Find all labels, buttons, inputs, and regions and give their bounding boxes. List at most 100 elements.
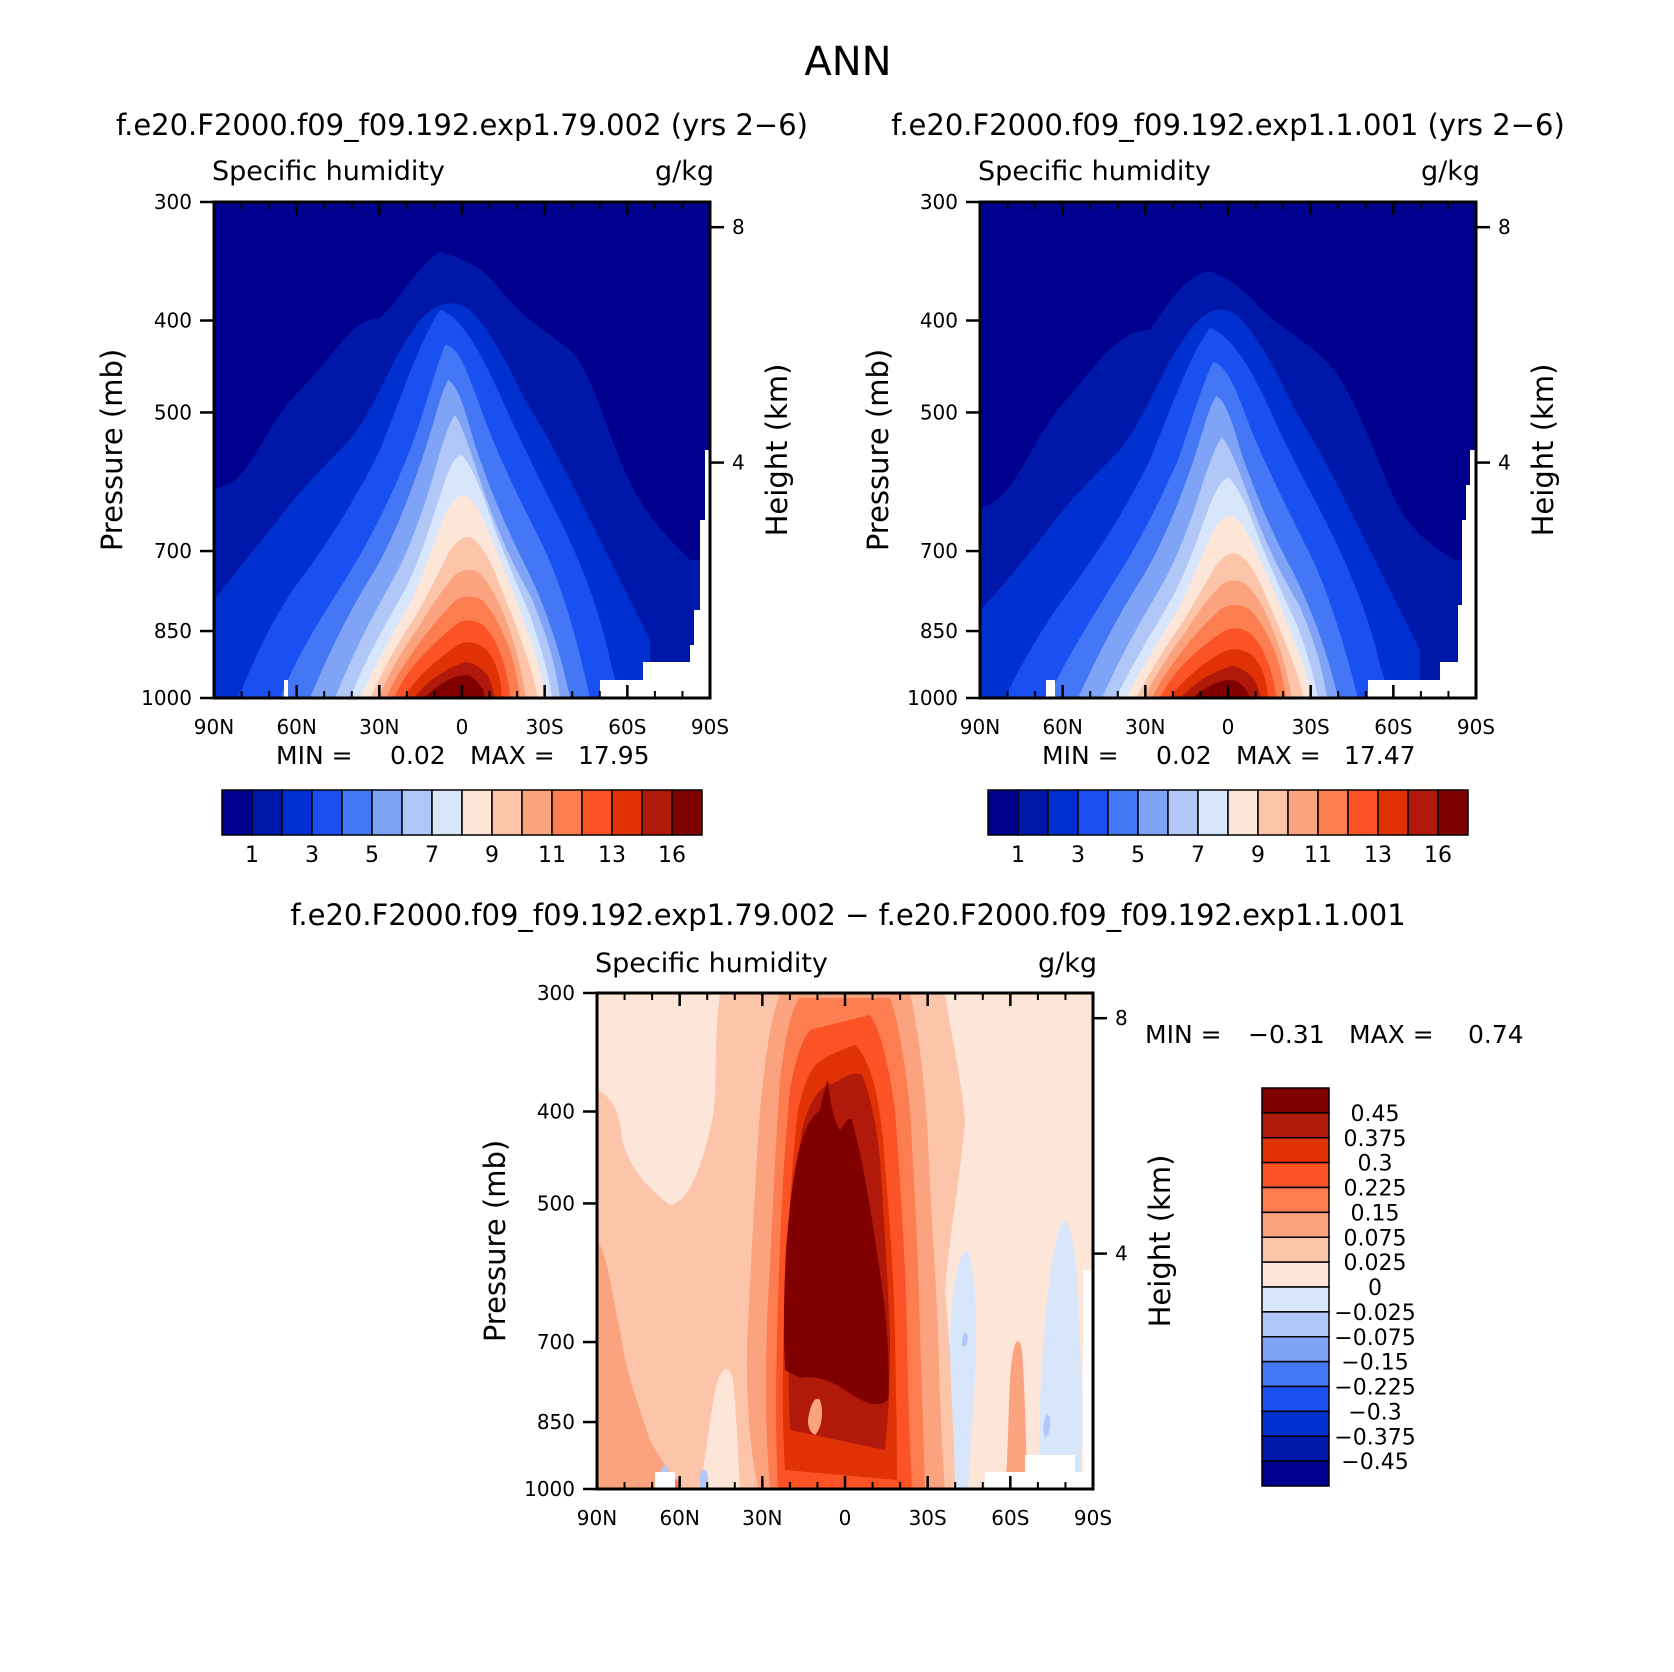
band <box>424 675 485 698</box>
colorbar-label: 7 <box>1191 843 1205 868</box>
colorbar-swatch <box>1227 789 1259 836</box>
colorbar-swatch <box>461 789 493 836</box>
colorbar-label: −0.225 <box>1334 1376 1415 1401</box>
x-tick-label: 90S <box>1074 1506 1112 1530</box>
y-tick-label: 1000 <box>141 686 192 710</box>
panel-1-min-value: 0.02 <box>390 741 446 770</box>
colorbar-label: 0.225 <box>1344 1177 1407 1202</box>
x-tick-label: 90N <box>577 1506 617 1530</box>
panel-1-variable: Specific humidity <box>212 156 445 187</box>
y-tick-label: 850 <box>537 1410 575 1434</box>
colorbar-label: 7 <box>425 843 439 868</box>
panel-2-case-title: f.e20.F2000.f09_f09.192.exp1.1.001 (yrs … <box>891 108 1565 142</box>
colorbar-label: 0 <box>1368 1276 1382 1301</box>
x-tick-label: 30N <box>1125 715 1165 739</box>
colorbar-swatch <box>1261 1236 1330 1263</box>
colorbar-swatch <box>1437 789 1469 836</box>
missing-data <box>284 450 710 698</box>
y-tick-label: 850 <box>154 619 192 643</box>
panel-3-y2label: Height (km) <box>1143 1155 1177 1328</box>
colorbar-swatch <box>221 789 253 836</box>
panel-2-y2label: Height (km) <box>1526 364 1560 537</box>
colorbar-swatch <box>641 789 673 836</box>
x-tick-label: 90N <box>194 715 234 739</box>
colorbar-swatch <box>1261 1336 1330 1363</box>
y-tick-label: 1000 <box>524 1477 575 1501</box>
y-tick-label: 400 <box>537 1100 575 1124</box>
colorbar-label: 5 <box>365 843 379 868</box>
panel-3-min-label: MIN = <box>1145 1020 1222 1049</box>
figure-title: ANN <box>804 39 891 85</box>
panel-2-min-label: MIN = <box>1042 741 1119 770</box>
colorbar-label: 16 <box>658 843 686 868</box>
colorbar-label: 13 <box>1364 843 1392 868</box>
colorbar-swatch <box>1347 789 1379 836</box>
band <box>700 1469 708 1489</box>
colorbar-swatch <box>1407 789 1439 836</box>
panel-1: f.e20.F2000.f09_f09.192.exp1.79.002 (yrs… <box>95 108 808 868</box>
colorbar-swatch <box>1077 789 1109 836</box>
panel-1-y2label: Height (km) <box>760 364 794 537</box>
band <box>597 1240 680 1489</box>
panel-1-contour-field <box>214 202 710 698</box>
y-tick-label: 1000 <box>907 686 958 710</box>
colorbar-swatch <box>1261 1286 1330 1313</box>
x-tick-label: 0 <box>839 1506 852 1530</box>
x-tick-label: 0 <box>456 715 469 739</box>
colorbar-swatch <box>1197 789 1229 836</box>
y2-tick-label: 4 <box>732 451 745 475</box>
x-tick-label: 0 <box>1222 715 1235 739</box>
panel-2-contour-field <box>980 202 1476 698</box>
colorbar-swatch <box>1047 789 1079 836</box>
colorbar-swatch <box>1261 1261 1330 1288</box>
colorbar-label: 11 <box>1304 843 1332 868</box>
y-tick-label: 300 <box>920 190 958 214</box>
colorbar-swatch <box>521 789 553 836</box>
y-tick-label: 500 <box>920 400 958 424</box>
x-tick-label: 90S <box>691 715 729 739</box>
band <box>950 1250 977 1489</box>
y-tick-label: 700 <box>920 539 958 563</box>
panel-2: f.e20.F2000.f09_f09.192.exp1.1.001 (yrs … <box>861 108 1565 868</box>
panel-1-units: g/kg <box>655 156 714 187</box>
colorbar-swatch <box>431 789 463 836</box>
band <box>808 1398 823 1435</box>
colorbar-swatch <box>1261 1186 1330 1214</box>
panel-1-case-title: f.e20.F2000.f09_f09.192.exp1.79.002 (yrs… <box>116 108 808 142</box>
y2-tick-label: 8 <box>732 215 745 239</box>
panel-3-variable: Specific humidity <box>595 948 828 979</box>
colorbar-swatch <box>1287 789 1319 836</box>
panel-2-colorbar: 1 3 5 7 9 11 13 16 <box>987 789 1469 868</box>
colorbar-swatch <box>401 789 433 836</box>
colorbar-swatch <box>671 789 703 836</box>
colorbar-label: 1 <box>1011 843 1025 868</box>
panel-3-contour-field <box>597 993 1093 1489</box>
colorbar-swatch <box>1261 1211 1330 1238</box>
x-tick-label: 30N <box>359 715 399 739</box>
diff-title: f.e20.F2000.f09_f09.192.exp1.79.002 − f.… <box>290 898 1405 932</box>
colorbar-swatch <box>1261 1087 1330 1114</box>
colorbar-swatch <box>1261 1360 1330 1388</box>
panel-2-max-value: 17.47 <box>1344 741 1416 770</box>
x-tick-label: 60N <box>1042 715 1082 739</box>
panel-3-axes: 90N 60N 30N 0 30S 60S 90S 300 400 500 700 850 1000 8 4 <box>524 981 1128 1530</box>
colorbar-swatch <box>1261 1410 1330 1437</box>
colorbar-label: 0.45 <box>1351 1102 1400 1127</box>
band <box>962 1332 968 1347</box>
colorbar-swatch <box>371 789 403 836</box>
panel-3-units: g/kg <box>1038 948 1097 979</box>
colorbar-swatch <box>1377 789 1409 836</box>
panel-3-max-value: 0.74 <box>1468 1020 1524 1049</box>
colorbar-label: −0.15 <box>1341 1351 1408 1376</box>
colorbar-label: 9 <box>485 843 499 868</box>
x-tick-label: 90N <box>960 715 1000 739</box>
panel-1-axes: 90N 60N 30N 0 30S 60S 90S 300 400 500 700 850 1000 8 4 <box>141 190 745 739</box>
x-tick-label: 30S <box>909 1506 947 1530</box>
panel-2-units: g/kg <box>1421 156 1480 187</box>
colorbar-swatch <box>491 789 523 836</box>
colorbar-swatch <box>311 789 343 836</box>
colorbar-label: −0.45 <box>1341 1450 1408 1475</box>
colorbar-swatch <box>281 789 313 836</box>
y-tick-label: 700 <box>537 1330 575 1354</box>
colorbar-swatch <box>551 789 583 836</box>
